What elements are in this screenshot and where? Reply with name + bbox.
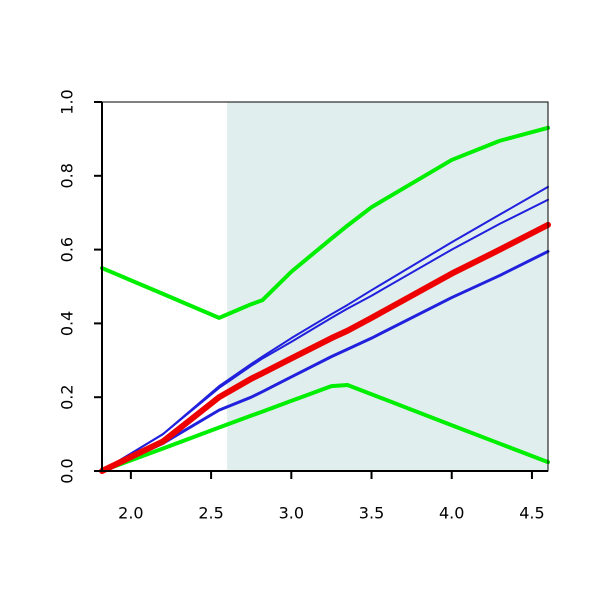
series-line — [99, 221, 551, 474]
y-tick-label: 0.0 — [58, 458, 77, 483]
y-tick-label: 0.2 — [58, 384, 77, 409]
x-tick-label: 2.0 — [118, 504, 143, 523]
y-tick-label: 0.8 — [58, 163, 77, 188]
x-tick-label: 3.5 — [359, 504, 384, 523]
x-tick-label: 4.5 — [519, 504, 544, 523]
y-tick-label: 0.4 — [58, 311, 77, 336]
series-line — [101, 185, 549, 472]
x-tick-label: 2.5 — [198, 504, 223, 523]
y-tick-label: 0.6 — [58, 237, 77, 262]
y-tick-label: 1.0 — [58, 89, 77, 114]
x-tick-label: 3.0 — [279, 504, 304, 523]
x-tick-label: 4.0 — [439, 504, 464, 523]
series-line — [100, 249, 550, 473]
series-line — [101, 198, 549, 472]
series-line — [100, 383, 550, 473]
series-line — [100, 125, 550, 320]
